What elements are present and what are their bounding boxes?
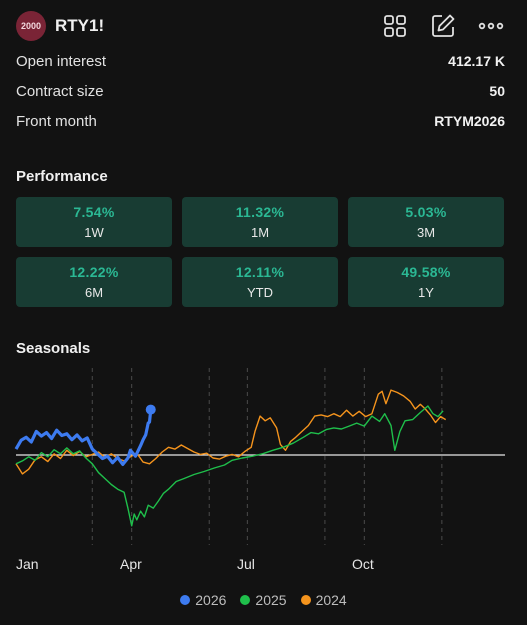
- legend-label: 2025: [255, 592, 287, 608]
- performance-grid: 7.54% 1W 11.32% 1M 5.03% 3M 12.22% 6M 12…: [16, 197, 505, 307]
- perf-period: YTD: [247, 285, 273, 300]
- legend-item-2026[interactable]: 2026: [180, 592, 226, 608]
- stat-label: Open interest: [16, 52, 107, 70]
- chart-series: [14, 389, 447, 527]
- perf-period: 1M: [250, 225, 270, 240]
- month-label-jul: Jul: [237, 556, 255, 572]
- legend-dot-2025: [240, 595, 251, 605]
- perf-cell-ytd[interactable]: 12.11% YTD: [182, 257, 338, 307]
- symbol-title[interactable]: RTY1!: [55, 16, 105, 35]
- perf-cell-3m[interactable]: 5.03% 3M: [348, 197, 504, 247]
- header: 2000 RTY1!: [0, 0, 527, 52]
- avatar: 2000: [16, 11, 46, 41]
- legend-label: 2026: [195, 592, 227, 608]
- more-icon[interactable]: [477, 12, 505, 40]
- stat-value: 412.17 K: [448, 53, 505, 69]
- month-label-jan: Jan: [16, 556, 39, 572]
- month-label-apr: Apr: [120, 556, 142, 572]
- perf-period: 3M: [416, 225, 436, 240]
- seasonals-title: Seasonals: [16, 340, 91, 357]
- series-line-2025: [15, 405, 444, 527]
- legend-dot-2024: [300, 595, 311, 605]
- perf-cell-6m[interactable]: 12.22% 6M: [16, 257, 172, 307]
- perf-cell-1y[interactable]: 49.58% 1Y: [348, 257, 504, 307]
- stat-value: RTYM2026: [434, 113, 505, 129]
- series-endpoint-2026: [145, 404, 156, 415]
- chart-legend: 2026 2025 2024: [0, 592, 527, 608]
- perf-value: 12.11%: [235, 264, 285, 280]
- stat-label: Contract size: [16, 82, 104, 100]
- stat-label: Front month: [16, 112, 97, 130]
- performance-title: Performance: [16, 168, 108, 185]
- edit-icon[interactable]: [429, 12, 457, 40]
- perf-value: 11.32%: [235, 204, 285, 220]
- series-line-2026: [14, 409, 153, 466]
- seasonals-chart[interactable]: [0, 360, 527, 550]
- legend-item-2024[interactable]: 2024: [300, 592, 347, 608]
- legend-item-2025[interactable]: 2025: [240, 592, 287, 608]
- perf-value: 5.03%: [405, 204, 447, 220]
- stat-open-interest: Open interest 412.17 K: [16, 50, 505, 72]
- perf-value: 49.58%: [401, 264, 451, 280]
- legend-dot-2026: [180, 595, 191, 605]
- legend-label: 2024: [315, 592, 347, 608]
- series-line-2024: [15, 389, 447, 475]
- stat-contract-size: Contract size 50: [16, 80, 505, 102]
- stat-front-month: Front month RTYM2026: [16, 110, 505, 132]
- perf-period: 6M: [84, 285, 104, 300]
- header-actions: [381, 12, 505, 40]
- perf-cell-1m[interactable]: 11.32% 1M: [182, 197, 338, 247]
- perf-value: 12.22%: [69, 264, 119, 280]
- perf-cell-1w[interactable]: 7.54% 1W: [16, 197, 172, 247]
- grid-icon[interactable]: [381, 12, 409, 40]
- perf-value: 7.54%: [73, 204, 115, 220]
- perf-period: 1Y: [418, 285, 434, 300]
- perf-period: 1W: [84, 225, 104, 240]
- stat-value: 50: [489, 83, 505, 99]
- month-label-oct: Oct: [352, 556, 374, 572]
